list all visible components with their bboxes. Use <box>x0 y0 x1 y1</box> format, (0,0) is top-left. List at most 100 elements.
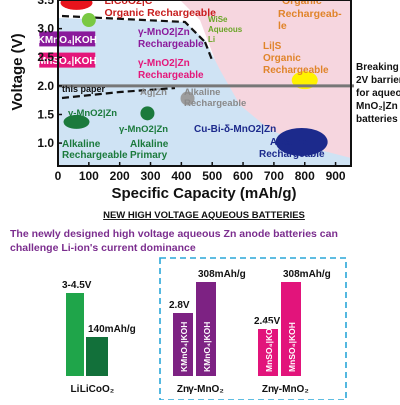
licoo2-point <box>60 0 93 10</box>
this-paper-label: this paper <box>62 84 106 94</box>
aqueous-region <box>58 18 351 166</box>
licoo2-sublabel: Organic Rechargeable <box>105 7 217 19</box>
bar-category-label: γ-MnO₂ <box>273 384 309 395</box>
gmno2-rech-sub-2: Rechargeable <box>62 150 128 161</box>
bar-inner-label: MnSO₄|KOH <box>264 322 274 372</box>
comparison-bars: NEW HIGH VOLTAGE AQUEOUS BATTERIES The n… <box>10 210 347 401</box>
bar-category-label: Zn <box>177 384 189 395</box>
x-tick-label: 700 <box>264 169 284 183</box>
bar-category-label: γ-MnO₂ <box>188 384 224 395</box>
y-ticks: 1.0 1.5 2.0 2.5 3.0 3.5 <box>37 0 62 150</box>
x-tick-label: 400 <box>171 169 191 183</box>
organic-label: Organic <box>282 0 322 7</box>
organic-sublabel-1: Rechargeab- <box>278 8 342 20</box>
x-tick-label: 800 <box>295 169 315 183</box>
plot-frame <box>57 0 352 167</box>
bottom-subtitle-line-1: The newly designed high voltage aqueous … <box>10 228 338 240</box>
x-tick-label: 300 <box>141 169 161 183</box>
bottom-subtitle-line-2: challenge Li-ion's current dominance <box>10 242 196 254</box>
agzn-sublabel-2: Rechargeable <box>184 98 246 109</box>
wise-label-3: Li <box>208 35 215 44</box>
bar-value-label: 2.8V <box>169 300 190 311</box>
ref-line-caption: Breaking 2V barrier for aqueous MnO₂|Zn … <box>356 62 400 125</box>
boundary-dashed-top <box>61 14 206 43</box>
bar-inner-label: KMnO₄|KOH <box>179 322 189 372</box>
lis-sublabel-2: Rechargeable <box>263 65 329 76</box>
wise-label-1: WiSe <box>208 15 228 24</box>
mnso4-point <box>39 52 96 68</box>
y-tick-label: 1.5 <box>37 107 54 121</box>
ref-caption-line-4: MnO₂|Zn <box>356 101 398 112</box>
bar-value-label: 308mAh/g <box>283 269 331 280</box>
boundary-dashed-low <box>61 86 176 100</box>
agzn-point <box>180 91 195 106</box>
bars-layer: 3-4.5V Li 140mAh/g LiCoO₂ 2.8V KMnO₄|KOH Zn 308… <box>62 269 331 395</box>
y-tick-label: 2.0 <box>37 79 54 93</box>
y-tick-label: 1.0 <box>37 136 54 150</box>
kmno4-point <box>39 31 96 47</box>
gmno2-prim-point <box>140 106 155 121</box>
x-tick-label: 100 <box>79 169 99 183</box>
agzn-sublabel-1: Alkaline <box>184 87 220 98</box>
cubi-point <box>275 127 328 156</box>
bar-1-0 <box>173 313 193 376</box>
gmno2-rech-label: γ-MnO2|Zn <box>68 108 117 119</box>
bar-category-label: Li <box>71 384 80 395</box>
gmno2-rech-sub-1: Alkaline <box>62 139 101 150</box>
bar-0-0 <box>66 293 84 376</box>
kmno4-gamma-label: γ-MnO2|Zn <box>138 27 190 38</box>
mnso4-rech-label: Rechargeable <box>138 70 204 81</box>
ref-caption-line-1: Breaking <box>356 62 399 73</box>
bar-inner-label: MnSO₄|KOH <box>287 322 297 372</box>
bar-category-label: LiCoO₂ <box>80 384 114 395</box>
x-ticks: 0 100 200 300 400 500 600 700 800 900 <box>55 162 346 183</box>
bar-value-label: 140mAh/g <box>88 324 136 335</box>
mnso4-gamma-label: γ-MnO2|Zn <box>138 58 190 69</box>
bar-2-0 <box>258 329 278 376</box>
licoo2-label: LiCoO2|C <box>105 0 153 7</box>
bar-value-label: 308mAh/g <box>198 269 246 280</box>
gmno2-prim-sub-2: Primary <box>130 150 168 161</box>
lis-sublabel-1: Organic <box>263 53 301 64</box>
x-tick-label: 200 <box>110 169 130 183</box>
bar-value-label: 2.45V <box>254 316 280 327</box>
organic-sublabel-2: le <box>278 20 287 32</box>
ref-caption-line-2: 2V barrier <box>356 75 400 86</box>
bar-0-1 <box>86 337 108 376</box>
wise-point <box>81 13 96 28</box>
ref-caption-line-5: batteries <box>356 114 398 125</box>
gmno2-rech-point <box>63 114 90 129</box>
cubi-label: Cu-Bi-δ-MnO2|Zn <box>194 124 276 135</box>
organic-region <box>180 0 351 166</box>
x-tick-label: 500 <box>202 169 222 183</box>
kmno4-rech-label: Rechargeable <box>138 39 204 50</box>
boundary-dashed-mid <box>203 41 214 61</box>
bar-1-1 <box>196 282 216 376</box>
y-tick-label: 3.5 <box>37 0 54 7</box>
bar-value-label: 3-4.5V <box>62 280 92 291</box>
kmno4-label: KMnO₄|KOH <box>38 35 97 46</box>
lis-label: Li|S <box>263 41 282 52</box>
wise-label-2: Aqueous <box>208 25 243 34</box>
ref-caption-line-3: for aqueous <box>356 88 400 99</box>
y-axis-label: Voltage (V) <box>9 33 26 110</box>
y-tick-label: 3.0 <box>37 22 54 36</box>
mnso4-label: MnSO₄|KOH <box>38 56 97 67</box>
bar-category-label: Zn <box>262 384 274 395</box>
gmno2-prim-label: γ-MnO2|Zn <box>119 124 168 135</box>
agzn-label: Ag|Zn <box>140 87 167 98</box>
x-axis-label: Specific Capacity (mAh/g) <box>111 185 296 202</box>
bar-inner-label: KMnO₄|KOH <box>202 322 212 372</box>
x-tick-label: 900 <box>326 169 346 183</box>
bottom-title: NEW HIGH VOLTAGE AQUEOUS BATTERIES <box>103 210 305 221</box>
cubi-sub-1: Alkaline <box>270 137 309 148</box>
y-tick-label: 2.5 <box>37 50 54 64</box>
cubi-sub-2: Rechargeable <box>259 149 325 160</box>
bar-2-1 <box>281 282 301 376</box>
x-tick-label: 600 <box>233 169 253 183</box>
gmno2-prim-sub-1: Alkaline <box>130 139 169 150</box>
